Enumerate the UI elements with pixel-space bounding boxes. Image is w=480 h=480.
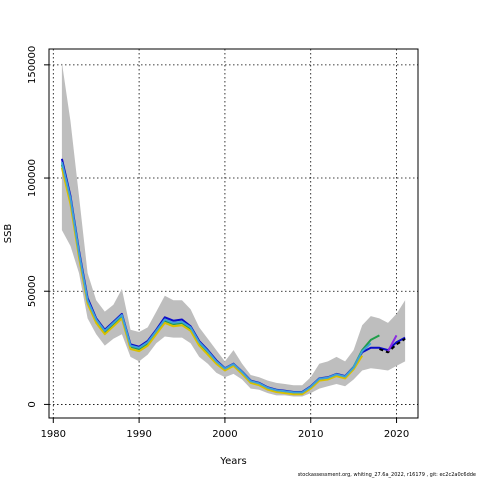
y-tick-label: 100000 [27,159,38,197]
x-tick-label: 2020 [384,429,409,440]
confidence-band-layer [61,62,406,397]
x-axis-title: Years [219,456,246,467]
x-tick-label: 2010 [298,429,323,440]
series-layer [60,158,406,396]
y-axis: 0 50000 100000 150000 [27,46,49,408]
plot-frame [48,48,419,419]
series-line-2 [60,167,364,396]
series-line-4 [379,337,406,354]
confidence-band [61,62,406,397]
grid-lines [49,49,418,418]
y-tick-label: 50000 [27,275,38,307]
x-axis: 1980 1990 2000 2010 2020 [41,418,409,440]
series-line-3 [60,161,372,394]
x-tick-label: 2000 [212,429,237,440]
y-axis-title: SSB [3,224,14,244]
series-line-5 [387,334,398,352]
x-tick-label: 1980 [41,429,66,440]
y-tick-label: 150000 [27,46,38,84]
x-tick-label: 1990 [126,429,151,440]
footer-note: stockassessment.org, whiting_27.6a_2022,… [297,472,476,478]
y-tick-label: 0 [27,401,38,407]
